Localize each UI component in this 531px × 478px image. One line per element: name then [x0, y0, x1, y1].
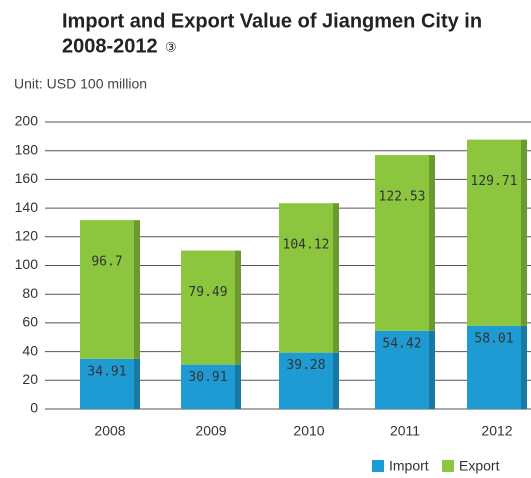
- x-tick-label: 2011: [390, 423, 420, 439]
- bar-side: [134, 358, 140, 409]
- bar-segment: [467, 139, 527, 326]
- value-label: 30.91: [188, 370, 227, 385]
- bar-side: [429, 155, 435, 331]
- legend-label: Import: [389, 458, 429, 474]
- y-tick-label: 0: [30, 400, 38, 416]
- bar-side: [429, 330, 435, 409]
- x-tick-label: 2012: [481, 423, 512, 439]
- y-tick-label: 160: [15, 170, 39, 186]
- bar-face: [181, 364, 235, 409]
- bar-side: [521, 325, 527, 409]
- value-label: 34.91: [87, 364, 126, 379]
- y-tick-label: 20: [22, 371, 38, 387]
- bar-side: [521, 139, 527, 326]
- bar-side: [333, 352, 339, 409]
- y-tick-label: 40: [22, 342, 38, 358]
- bar-face: [279, 352, 333, 409]
- bar-side: [235, 364, 241, 409]
- y-tick-label: 140: [15, 199, 39, 215]
- x-tick-label: 2010: [293, 423, 324, 439]
- bar-face: [467, 139, 521, 326]
- chart-title: Import and Export Value of Jiangmen City…: [62, 10, 482, 32]
- bar-face: [181, 250, 235, 365]
- y-tick-label: 80: [22, 285, 38, 301]
- value-label: 96.7: [91, 255, 122, 270]
- bar-segment: [467, 325, 527, 409]
- y-tick-label: 100: [15, 256, 39, 272]
- bar-segment: [80, 358, 140, 409]
- value-label: 129.71: [471, 174, 518, 189]
- bar-face: [80, 358, 134, 409]
- bar-segment: [181, 250, 241, 365]
- bar-segment: [80, 220, 140, 359]
- y-tick-label: 200: [15, 113, 39, 129]
- bar-face: [375, 155, 429, 331]
- value-label: 104.12: [283, 238, 330, 253]
- bar-side: [134, 220, 140, 359]
- bar-side: [235, 250, 241, 365]
- legend-label: Export: [459, 458, 500, 474]
- bar-segment: [181, 364, 241, 409]
- title-mark: ③: [165, 39, 177, 54]
- bar-face: [467, 325, 521, 409]
- bar-face: [375, 330, 429, 409]
- chart-title: 2008-2012: [62, 35, 158, 57]
- value-label: 54.42: [382, 336, 421, 351]
- legend-swatch: [442, 460, 454, 472]
- bar-face: [80, 220, 134, 359]
- y-tick-label: 60: [22, 314, 38, 330]
- y-tick-label: 180: [15, 141, 39, 157]
- x-tick-label: 2009: [195, 423, 226, 439]
- y-tick-label: 120: [15, 228, 39, 244]
- legend-swatch: [372, 460, 384, 472]
- bar-segment: [279, 352, 339, 409]
- bar-segment: [375, 330, 435, 409]
- value-label: 39.28: [286, 358, 325, 373]
- bar-segment: [279, 203, 339, 353]
- bar-segment: [375, 155, 435, 331]
- value-label: 122.53: [379, 190, 426, 205]
- bar-side: [333, 203, 339, 353]
- bar-face: [279, 203, 333, 353]
- subtitle: Unit: USD 100 million: [14, 76, 147, 92]
- x-tick-label: 2008: [94, 423, 125, 439]
- value-label: 79.49: [188, 285, 227, 300]
- value-label: 58.01: [474, 331, 513, 346]
